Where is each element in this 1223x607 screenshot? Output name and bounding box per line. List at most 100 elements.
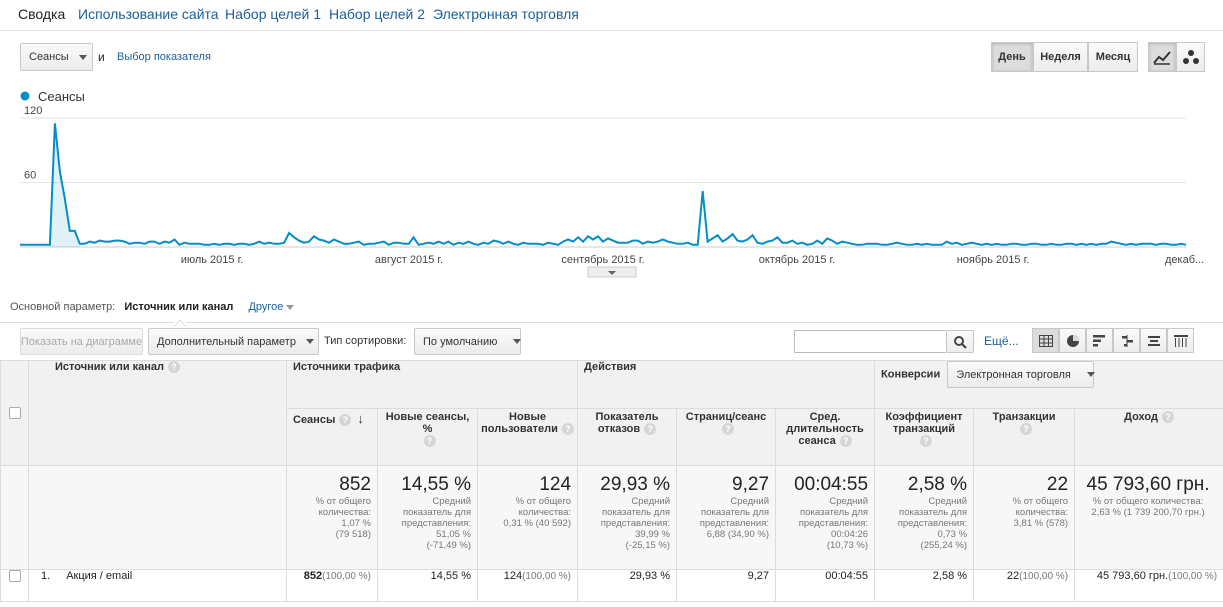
help-icon[interactable]: ? — [722, 423, 735, 436]
col-pages-per-session[interactable]: Страниц/сеанс? — [676, 408, 777, 466]
view-pie-button[interactable] — [1059, 328, 1086, 353]
col-conversion-rate[interactable]: Коэффициент транзакций? — [874, 408, 975, 466]
totals-cell: 00:04:55 Средний показатель для представлен… — [775, 465, 876, 570]
col-new-sessions-label: Новые сеансы, % — [385, 411, 470, 435]
view-term-cloud-button[interactable] — [1140, 328, 1167, 353]
totals-note: представления: — [401, 518, 471, 529]
x-tick-label: июль 2015 г. — [181, 254, 244, 266]
help-icon[interactable]: ? — [920, 435, 933, 448]
help-icon[interactable]: ? — [339, 414, 352, 427]
period-week-button[interactable]: Неделя — [1033, 42, 1088, 72]
choose-metric-link[interactable]: Выбор показателя — [117, 51, 211, 63]
help-icon[interactable]: ? — [839, 435, 852, 448]
totals-note: (-25,15 %) — [625, 540, 671, 551]
tab-site-usage[interactable]: Использование сайта — [78, 6, 219, 22]
help-icon[interactable]: ? — [1161, 411, 1174, 424]
col-transactions[interactable]: Транзакции? — [973, 408, 1076, 466]
dimension-header-label[interactable]: Источник или канал — [55, 361, 165, 373]
chevron-down-icon — [1086, 372, 1095, 377]
totals-value: 9,27 — [732, 474, 770, 495]
more-options-link[interactable]: Ещё... — [984, 334, 1019, 348]
y-tick-label: 60 — [24, 170, 36, 182]
help-icon[interactable]: ? — [423, 435, 436, 448]
tab-goal-set-2[interactable]: Набор целей 2 — [329, 6, 426, 22]
motion-chart-button[interactable] — [1176, 42, 1205, 72]
select-all-checkbox[interactable] — [8, 407, 21, 420]
totals-value: 45 793,60 грн. — [1086, 474, 1210, 495]
group-behavior: Действия — [577, 360, 876, 409]
view-data-table-button[interactable] — [1032, 328, 1059, 353]
sort-type-label: Тип сортировки: — [324, 335, 407, 347]
line-chart-button[interactable] — [1148, 42, 1176, 72]
row-dimension-link[interactable]: Акция / email — [66, 570, 133, 582]
x-tick-label: октябрь 2015 г. — [759, 254, 836, 266]
other-dimension-link[interactable]: Другое — [248, 301, 284, 313]
col-new-users-label: Новые пользователи — [481, 411, 558, 435]
view-comparison-button[interactable] — [1113, 328, 1140, 353]
tab-goal-set-1[interactable]: Набор целей 1 — [225, 6, 322, 22]
col-sessions[interactable]: Сеансы? ↓ — [286, 408, 378, 466]
select-all-cell — [0, 360, 29, 466]
secondary-dimension-select[interactable]: Дополнительный параметр — [148, 328, 319, 355]
row-new-users-pct: (100,00 %) — [522, 571, 572, 582]
search-button[interactable] — [946, 330, 974, 353]
totals-cell: 852% от общего количества: 1,07 % (79 518) — [286, 465, 378, 570]
tab-ecommerce[interactable]: Электронная торговля — [433, 6, 579, 22]
totals-note: 1,07 % — [341, 518, 371, 529]
help-icon[interactable]: ? — [561, 423, 574, 436]
row-revenue-value: 45 793,60 грн. — [1096, 570, 1169, 582]
col-new-users[interactable]: Новые пользователи? — [476, 408, 579, 466]
metric-select[interactable]: Сеансы — [20, 43, 93, 71]
selected-dimension-pointer — [173, 316, 187, 328]
conversion-select[interactable]: Электронная торговля — [947, 361, 1095, 388]
totals-cell: 45 793,60 грн.% от общего количества: 2,6… — [1074, 465, 1223, 570]
divider — [0, 322, 1223, 323]
table-row[interactable]: 1. Акция / email 852(100,00 %) 14,55 % 12… — [0, 569, 1223, 602]
col-revenue[interactable]: Доход? — [1074, 408, 1223, 466]
primary-dimension-bar: Основной параметр: Источник или канал Др… — [10, 301, 295, 313]
help-icon[interactable]: ? — [1020, 423, 1033, 436]
totals-note: 3,81 % (578) — [1013, 518, 1069, 529]
report-tabs: Сводка Использование сайта Набор целей 1… — [0, 0, 1223, 31]
totals-note: 0,31 % (40 592) — [503, 518, 572, 529]
row-conversion-rate: 2,58 % — [874, 569, 975, 602]
totals-cell: 2,58 % Средний показатель для представления… — [874, 465, 975, 570]
help-icon[interactable]: ? — [168, 361, 181, 374]
totals-cell: 124% от общего количества: 0,31 % (40 592) — [476, 465, 579, 570]
primary-dimension-value[interactable]: Источник или канал — [124, 301, 234, 313]
tab-summary[interactable]: Сводка — [18, 6, 66, 22]
sort-type-value: По умолчанию — [423, 335, 498, 348]
table-search-input[interactable] — [794, 330, 946, 353]
sort-type-select[interactable]: По умолчанию — [414, 328, 522, 355]
col-new-sessions[interactable]: Новые сеансы, %? — [377, 408, 478, 466]
totals-value: 852 — [339, 474, 371, 495]
row-revenue: 45 793,60 грн.(100,00 %) — [1074, 569, 1223, 602]
totals-note: % от общего — [315, 496, 371, 507]
view-performance-button[interactable] — [1086, 328, 1113, 353]
row-transactions-value: 22 — [1006, 570, 1020, 582]
chevron-down-icon — [78, 54, 87, 60]
row-pages: 9,27 — [676, 569, 777, 602]
period-month-button[interactable]: Месяц — [1088, 42, 1138, 72]
row-checkbox[interactable] — [8, 570, 21, 583]
totals-note: Средний — [829, 496, 869, 507]
plot-rows-button[interactable]: Показать на диаграмме — [20, 328, 143, 355]
totals-note: Средний — [928, 496, 968, 507]
col-avg-duration[interactable]: Сред. длительность сеанса? — [775, 408, 876, 466]
totals-note: представления: — [699, 518, 770, 529]
line-chart-icon — [1153, 51, 1171, 65]
period-day-button[interactable]: День — [991, 42, 1033, 72]
row-duration: 00:04:55 — [775, 569, 876, 602]
view-pivot-button[interactable] — [1167, 328, 1194, 353]
group-conversions-label: Конверсии — [881, 368, 941, 381]
totals-cell: 22% от общего количества: 3,81 % (578) — [973, 465, 1076, 570]
totals-note: 6,88 (34,90 %) — [706, 529, 770, 540]
col-pages-label: Страниц/сеанс — [685, 411, 767, 423]
totals-cell: 29,93 % Средний показатель для представлени… — [577, 465, 678, 570]
chevron-down-icon — [513, 339, 522, 344]
totals-note: показатель для — [800, 507, 869, 518]
series-line-sessions[interactable] — [20, 123, 1187, 246]
col-bounce-rate[interactable]: Показатель отказов? — [577, 408, 678, 466]
group-conversions: Конверсии Электронная торговля — [874, 360, 1223, 409]
help-icon[interactable]: ? — [644, 423, 657, 436]
